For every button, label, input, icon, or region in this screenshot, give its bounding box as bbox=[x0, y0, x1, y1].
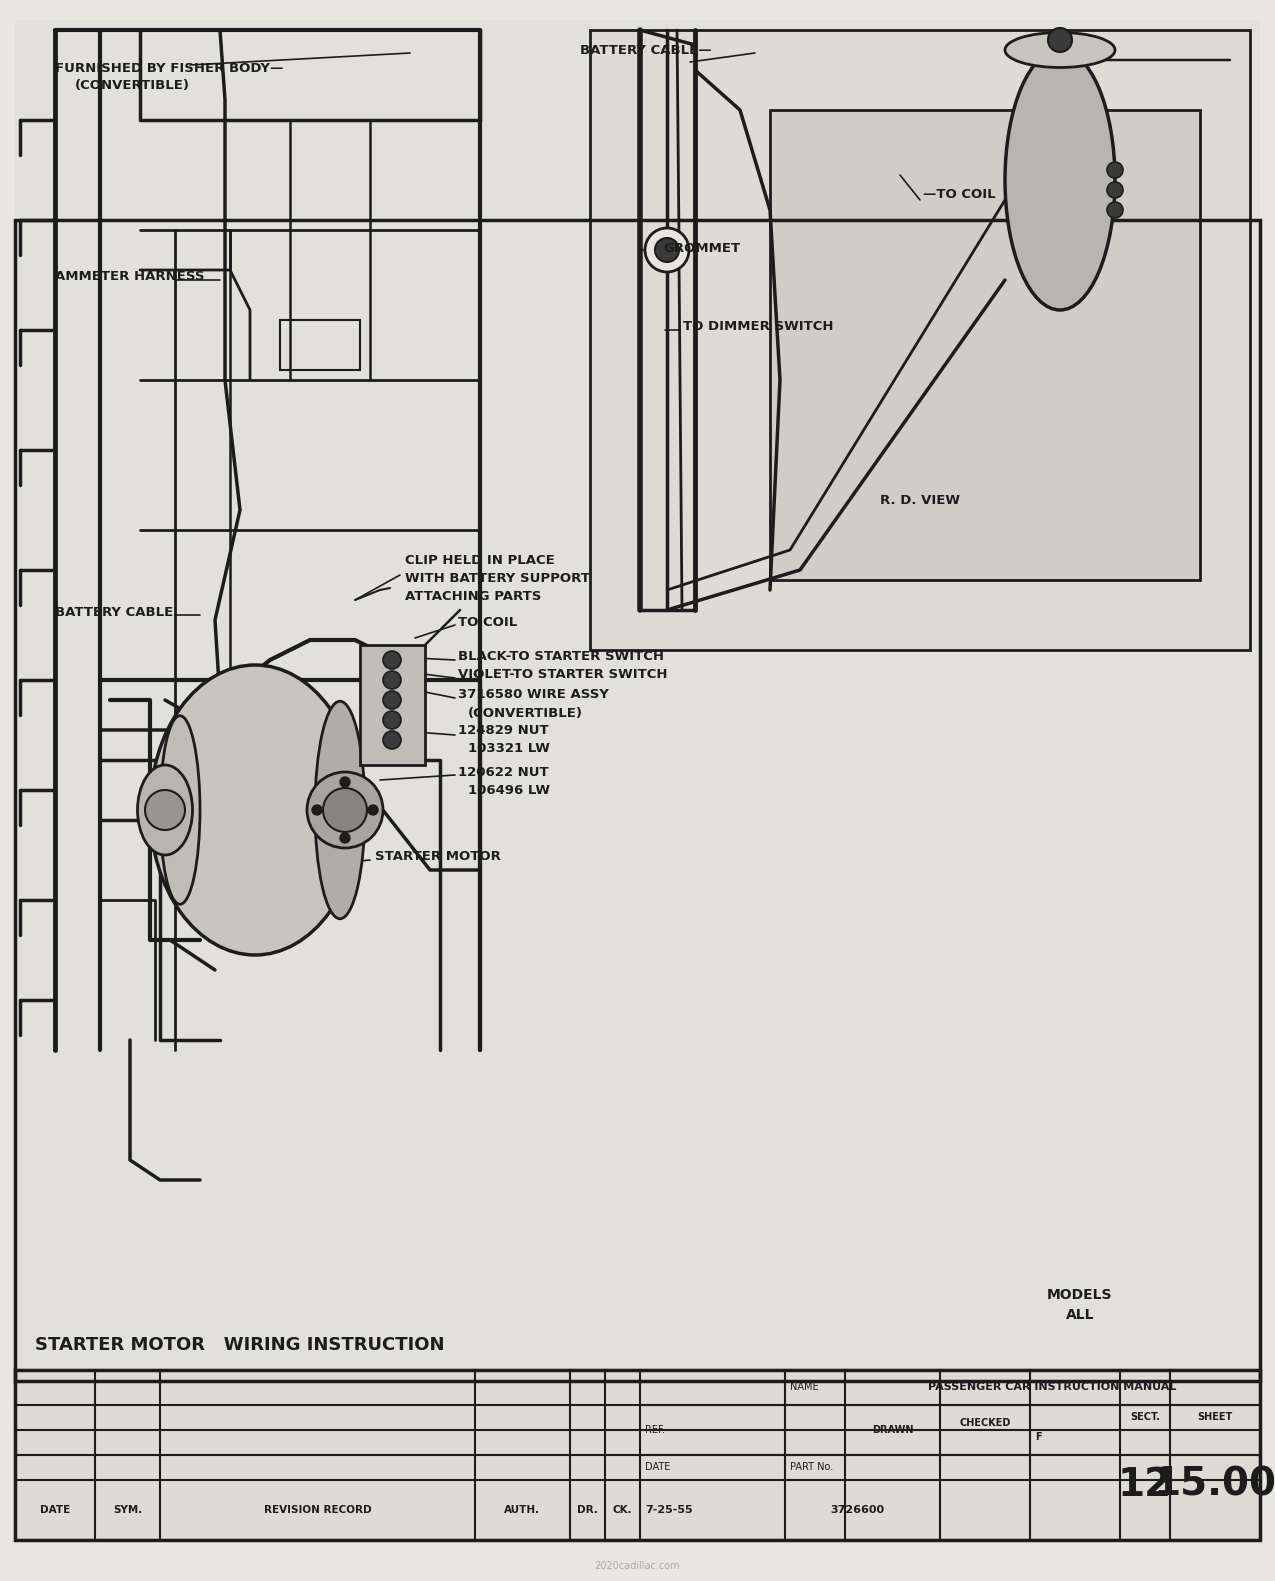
Bar bbox=[770, 111, 1200, 580]
Text: ATTACHING PARTS: ATTACHING PARTS bbox=[405, 590, 542, 602]
Circle shape bbox=[1107, 161, 1123, 179]
Text: 12: 12 bbox=[1118, 1466, 1172, 1504]
Ellipse shape bbox=[1005, 33, 1116, 68]
Circle shape bbox=[655, 239, 680, 262]
Text: SECT.: SECT. bbox=[1130, 1412, 1160, 1423]
Text: 106496 LW: 106496 LW bbox=[468, 784, 550, 797]
Circle shape bbox=[1048, 28, 1072, 52]
Circle shape bbox=[340, 776, 351, 787]
Text: REVISION RECORD: REVISION RECORD bbox=[264, 1505, 371, 1515]
Ellipse shape bbox=[1005, 51, 1116, 310]
Text: 15.00: 15.00 bbox=[1154, 1466, 1275, 1504]
Ellipse shape bbox=[138, 765, 193, 855]
Circle shape bbox=[340, 833, 351, 843]
Text: AMMETER HARNESS: AMMETER HARNESS bbox=[55, 270, 204, 283]
Text: (CONVERTIBLE): (CONVERTIBLE) bbox=[468, 707, 583, 719]
Text: SHEET: SHEET bbox=[1197, 1412, 1233, 1423]
Text: TO DIMMER SWITCH: TO DIMMER SWITCH bbox=[683, 321, 834, 334]
Text: BATTERY CABLE: BATTERY CABLE bbox=[55, 606, 173, 618]
Text: 103321 LW: 103321 LW bbox=[468, 741, 550, 754]
Text: WITH BATTERY SUPPORT: WITH BATTERY SUPPORT bbox=[405, 571, 590, 585]
Circle shape bbox=[307, 772, 382, 847]
Text: STARTER MOTOR: STARTER MOTOR bbox=[375, 849, 501, 863]
Circle shape bbox=[368, 805, 377, 814]
Bar bbox=[280, 319, 360, 370]
Text: DR.: DR. bbox=[578, 1505, 598, 1515]
Bar bbox=[15, 1371, 1260, 1540]
Text: NAME: NAME bbox=[790, 1382, 819, 1393]
Text: REF.: REF. bbox=[645, 1424, 666, 1436]
Text: TO COIL: TO COIL bbox=[458, 615, 518, 629]
Text: 124829 NUT: 124829 NUT bbox=[458, 724, 548, 737]
Circle shape bbox=[382, 691, 402, 708]
Circle shape bbox=[1107, 202, 1123, 218]
Circle shape bbox=[382, 711, 402, 729]
Text: AUTH.: AUTH. bbox=[505, 1505, 541, 1515]
Text: GROMMET: GROMMET bbox=[663, 242, 739, 255]
Text: 7-25-55: 7-25-55 bbox=[645, 1505, 692, 1515]
Circle shape bbox=[645, 228, 688, 272]
Text: R. D. VIEW: R. D. VIEW bbox=[880, 493, 960, 506]
Bar bbox=[15, 21, 1260, 1380]
Text: CK.: CK. bbox=[613, 1505, 632, 1515]
Bar bbox=[360, 645, 425, 765]
Text: STARTER MOTOR   WIRING INSTRUCTION: STARTER MOTOR WIRING INSTRUCTION bbox=[34, 1336, 445, 1353]
Ellipse shape bbox=[150, 666, 360, 955]
Text: F: F bbox=[1035, 1432, 1042, 1442]
Text: PASSENGER CAR INSTRUCTION MANUAL: PASSENGER CAR INSTRUCTION MANUAL bbox=[928, 1382, 1177, 1393]
Circle shape bbox=[382, 730, 402, 749]
Text: DRAWN: DRAWN bbox=[872, 1424, 913, 1436]
Text: MODELS: MODELS bbox=[1047, 1289, 1113, 1303]
Text: (CONVERTIBLE): (CONVERTIBLE) bbox=[75, 79, 190, 92]
Text: BLACK-TO STARTER SWITCH: BLACK-TO STARTER SWITCH bbox=[458, 650, 664, 664]
Text: ALL: ALL bbox=[1066, 1307, 1094, 1322]
Circle shape bbox=[323, 787, 367, 832]
Text: 3726600: 3726600 bbox=[830, 1505, 884, 1515]
Text: PART No.: PART No. bbox=[790, 1462, 834, 1472]
Circle shape bbox=[1107, 182, 1123, 198]
Text: 2020cadillac.com: 2020cadillac.com bbox=[594, 1560, 680, 1572]
Circle shape bbox=[145, 790, 185, 830]
Circle shape bbox=[312, 805, 323, 814]
Bar bbox=[590, 30, 1250, 650]
Text: BATTERY CABLE—: BATTERY CABLE— bbox=[580, 44, 711, 57]
Text: SYM.: SYM. bbox=[113, 1505, 142, 1515]
Text: DATE: DATE bbox=[645, 1462, 671, 1472]
Bar bbox=[15, 220, 1260, 1380]
Text: DATE: DATE bbox=[40, 1505, 70, 1515]
Ellipse shape bbox=[315, 702, 365, 919]
Text: CHECKED: CHECKED bbox=[959, 1418, 1011, 1428]
Text: 120622 NUT: 120622 NUT bbox=[458, 765, 548, 778]
Circle shape bbox=[382, 670, 402, 689]
Text: —TO COIL: —TO COIL bbox=[923, 188, 996, 201]
Text: FURNISHED BY FISHER BODY—: FURNISHED BY FISHER BODY— bbox=[55, 62, 283, 74]
Text: 3716580 WIRE ASSY: 3716580 WIRE ASSY bbox=[458, 688, 609, 702]
Ellipse shape bbox=[159, 716, 200, 904]
Circle shape bbox=[382, 651, 402, 669]
Text: VIOLET-TO STARTER SWITCH: VIOLET-TO STARTER SWITCH bbox=[458, 669, 668, 681]
Text: CLIP HELD IN PLACE: CLIP HELD IN PLACE bbox=[405, 553, 555, 566]
